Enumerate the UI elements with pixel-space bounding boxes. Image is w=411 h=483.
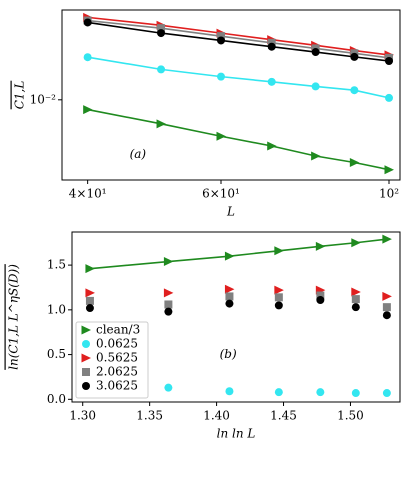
marker [225, 299, 234, 308]
marker [351, 389, 360, 398]
marker [274, 301, 283, 310]
marker [350, 86, 359, 95]
legend-label: 3.0625 [96, 379, 138, 393]
marker [351, 238, 361, 248]
marker [316, 388, 325, 397]
legend-box [75, 321, 149, 399]
y-tick-label: 1.0 [47, 302, 66, 316]
y-axis-label: ln(C1,L L^ηS(D)) [7, 264, 21, 370]
x-tick-label: 1.45 [270, 409, 297, 423]
marker [164, 383, 173, 392]
legend-label: 0.0625 [96, 337, 138, 351]
series-line [87, 16, 390, 56]
marker [85, 304, 94, 313]
marker [224, 251, 235, 261]
marker [82, 340, 90, 348]
marker [85, 264, 95, 274]
series-line [87, 56, 390, 99]
marker [224, 284, 235, 294]
marker [274, 293, 283, 302]
marker [274, 388, 283, 397]
marker [82, 368, 90, 376]
x-tick-label: 4×10¹ [69, 187, 107, 201]
annotation: (b) [220, 347, 237, 361]
marker [216, 36, 225, 45]
marker [164, 307, 173, 316]
marker [351, 303, 360, 312]
marker [315, 241, 326, 251]
legend-label: clean/3 [96, 323, 140, 337]
marker [163, 257, 174, 267]
legend-label: 2.0625 [96, 365, 138, 379]
marker [311, 151, 321, 161]
marker [382, 311, 391, 320]
series-line [89, 238, 387, 270]
marker [267, 42, 276, 51]
marker [311, 82, 320, 91]
marker [382, 303, 391, 312]
y-tick-label: 10⁻² [30, 92, 57, 106]
marker [157, 29, 166, 38]
marker [351, 287, 361, 297]
annotation: (a) [130, 147, 147, 161]
marker [81, 353, 91, 363]
marker [349, 157, 360, 167]
x-axis-label: L [226, 205, 235, 219]
x-tick-label: 1.30 [69, 409, 96, 423]
x-tick-label: 1.40 [203, 409, 230, 423]
marker [382, 389, 391, 398]
marker [274, 285, 284, 295]
marker [83, 53, 92, 62]
x-tick-label: 10² [379, 187, 399, 201]
marker [267, 141, 277, 151]
y-tick-label: 0.5 [47, 347, 66, 361]
marker [350, 52, 359, 61]
marker [163, 288, 174, 298]
marker [316, 296, 325, 304]
marker [385, 93, 394, 102]
marker [311, 48, 320, 57]
marker [385, 57, 394, 66]
y-tick-label: 1.5 [47, 258, 66, 272]
marker [351, 295, 360, 304]
marker [267, 77, 276, 86]
marker [85, 288, 95, 298]
x-tick-label: 1.50 [337, 409, 364, 423]
x-axis-label: ln ln L [217, 427, 256, 441]
marker [156, 119, 167, 129]
marker [316, 291, 325, 300]
series-line [87, 21, 390, 62]
y-tick-label: 0.0 [47, 392, 66, 406]
marker [216, 32, 225, 41]
marker [83, 18, 92, 27]
x-tick-label: 1.35 [136, 409, 163, 423]
marker [85, 296, 94, 305]
marker [225, 387, 234, 396]
marker [274, 246, 284, 256]
marker [216, 72, 225, 81]
marker [83, 105, 93, 115]
marker [216, 131, 226, 141]
series-line [87, 19, 390, 59]
y-axis-label: C1,L [13, 81, 27, 110]
marker [157, 65, 166, 74]
plot-frame [71, 231, 401, 403]
marker [82, 382, 90, 390]
plot-frame [61, 9, 401, 181]
marker [225, 292, 234, 301]
marker [384, 165, 395, 175]
marker [81, 325, 91, 335]
marker [382, 291, 392, 301]
legend-label: 0.5625 [96, 351, 138, 365]
marker [164, 300, 173, 309]
x-tick-label: 6×10¹ [202, 187, 240, 201]
marker [157, 24, 166, 33]
marker [382, 234, 392, 244]
